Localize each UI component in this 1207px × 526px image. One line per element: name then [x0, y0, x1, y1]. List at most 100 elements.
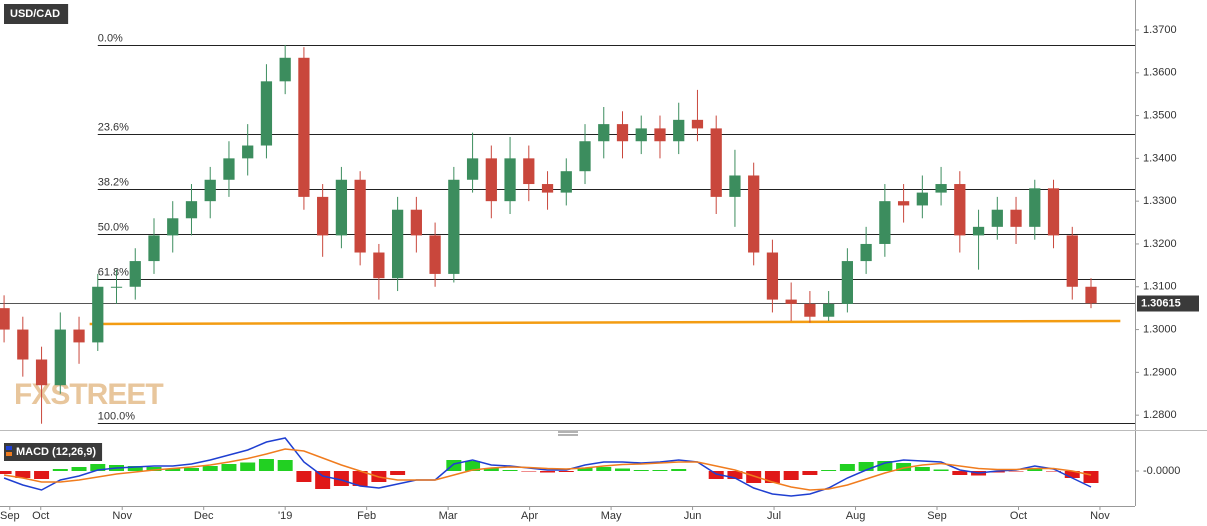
candle-body	[785, 299, 797, 304]
candle-body	[448, 179, 460, 274]
candle-body	[92, 286, 104, 343]
candle-body	[860, 243, 872, 262]
histogram-bar	[671, 469, 687, 471]
x-tick-label: Dec	[194, 510, 214, 522]
candle-body	[410, 209, 422, 236]
x-tick-label: Nov	[1090, 510, 1110, 522]
histogram-bar	[183, 468, 199, 471]
histogram-bar	[896, 463, 912, 471]
histogram-bar	[1083, 471, 1099, 483]
histogram-bar	[1046, 471, 1062, 472]
candle-body	[429, 235, 441, 274]
candle-body	[579, 141, 591, 172]
x-tick-label: Mar	[439, 510, 458, 522]
histogram-bar	[71, 467, 87, 471]
histogram-bar	[90, 464, 106, 471]
candle-body	[148, 235, 160, 262]
legend-swatch	[6, 452, 12, 456]
histogram-bar	[465, 461, 481, 471]
legend-swatch	[6, 446, 12, 450]
candle-body	[560, 171, 572, 193]
histogram-bar	[577, 468, 593, 471]
histogram-bar	[146, 467, 162, 471]
candle-body	[1047, 188, 1060, 236]
candle-body	[242, 145, 254, 159]
histogram-bar	[390, 471, 406, 475]
histogram-bar	[0, 471, 12, 474]
x-tick-label: Jul	[767, 510, 781, 522]
y-tick-label: 1.3600	[1143, 67, 1177, 79]
histogram-bar	[333, 471, 349, 486]
y-tick-label: 1.3000	[1143, 323, 1177, 335]
histogram-bar	[315, 471, 331, 489]
histogram-bar	[277, 460, 293, 471]
histogram-bar	[1027, 468, 1043, 471]
candle-body	[897, 201, 910, 206]
trendline	[89, 319, 1121, 326]
resize-handle[interactable]	[558, 431, 578, 436]
candle-body	[110, 286, 123, 288]
histogram-bar	[802, 471, 818, 475]
candle-body	[279, 57, 291, 82]
histogram-bar	[34, 471, 50, 479]
histogram-bar	[296, 471, 312, 482]
histogram-bar	[615, 468, 630, 471]
candle-body	[804, 303, 816, 317]
histogram-bar	[596, 467, 612, 471]
x-tick-label: Jun	[684, 510, 702, 522]
candle-body	[635, 128, 647, 142]
histogram-bar	[933, 469, 949, 471]
histogram-bar	[1064, 471, 1080, 478]
indicator-title: MACD (12,26,9)	[16, 446, 96, 458]
candle-body	[485, 158, 497, 202]
candle-body	[373, 252, 385, 279]
candle-body	[504, 158, 516, 202]
fib-label: 50.0%	[98, 221, 129, 233]
histogram-bar	[633, 470, 649, 471]
chart-title: USD/CAD	[10, 8, 60, 20]
candle-body	[991, 209, 1003, 227]
histogram-bar	[952, 471, 968, 475]
y-tick-label: 1.3300	[1143, 195, 1177, 207]
macd-line	[3, 437, 1092, 497]
x-tick-label: Sep	[0, 510, 20, 522]
y-tick-label: 1.3500	[1143, 109, 1177, 121]
histogram-bar	[521, 471, 537, 472]
last-price-label: 1.30615	[1141, 297, 1181, 309]
candle-body	[1085, 286, 1097, 304]
candle-body	[204, 179, 216, 202]
candle-body	[466, 158, 479, 180]
fib-label: 23.6%	[98, 121, 129, 133]
y-tick-label: 1.2900	[1143, 366, 1177, 378]
histogram-bar	[15, 471, 31, 478]
histogram-bar	[877, 461, 893, 471]
candle-body	[1029, 188, 1041, 227]
candle-body	[841, 261, 854, 304]
histogram-bar	[502, 470, 518, 471]
histogram-bar	[1008, 471, 1024, 472]
y-tick-label: 1.3700	[1143, 24, 1177, 36]
candle-body	[691, 119, 704, 129]
x-tick-label: Oct	[1010, 510, 1027, 522]
candle-body	[935, 184, 947, 193]
candle-body	[1010, 209, 1022, 227]
candle-body	[167, 218, 179, 236]
candle-body	[0, 308, 10, 330]
fib-label: 100.0%	[98, 410, 136, 422]
candle-body	[823, 303, 835, 317]
candle-body	[916, 192, 928, 206]
histogram-bar	[127, 466, 143, 471]
candle-body	[54, 329, 66, 386]
histogram-bar	[858, 462, 874, 471]
histogram-bar	[352, 471, 368, 486]
candle-body	[729, 175, 741, 197]
histogram-bar	[483, 468, 499, 471]
histogram-bar	[764, 471, 780, 483]
candle-body	[1066, 235, 1078, 287]
x-tick-label: Sep	[927, 510, 947, 522]
histogram-bar	[914, 467, 930, 471]
candle-body	[673, 119, 685, 142]
histogram-bar	[258, 459, 274, 471]
